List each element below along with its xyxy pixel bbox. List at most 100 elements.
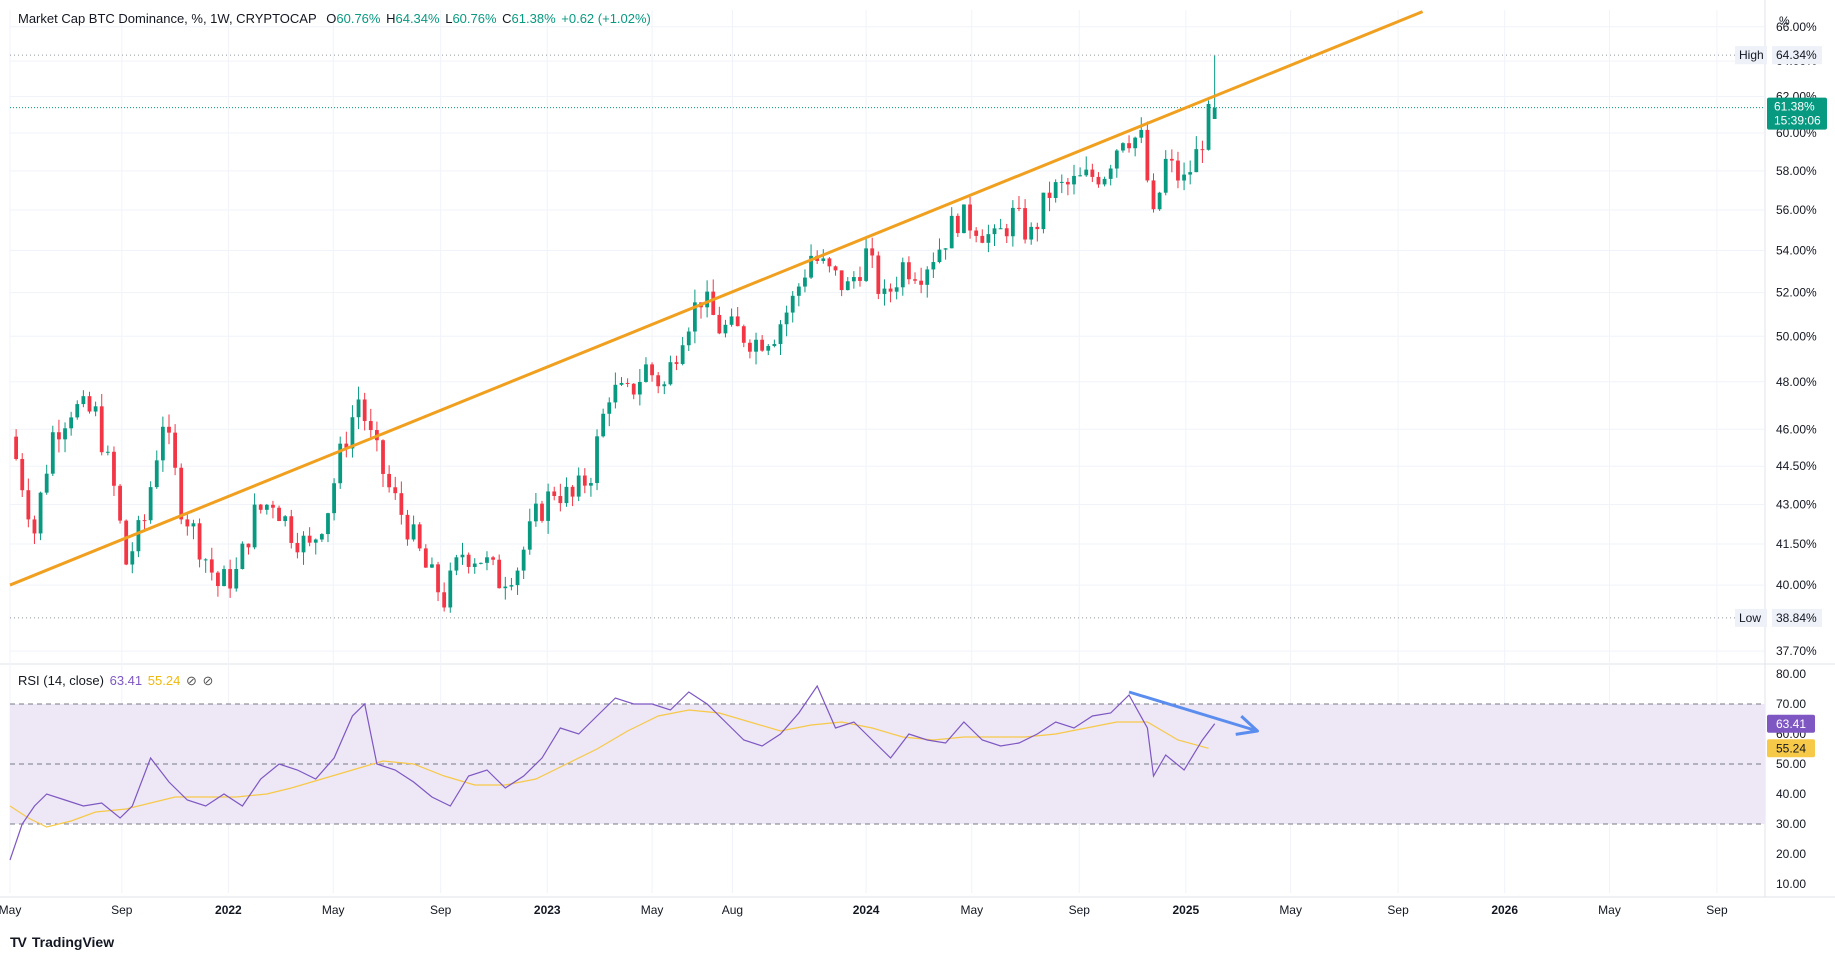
candle-body[interactable] (240, 543, 245, 569)
candle-body[interactable] (613, 384, 618, 403)
candle-body[interactable] (442, 592, 447, 608)
candle-body[interactable] (313, 539, 318, 543)
candle-body[interactable] (748, 342, 752, 352)
candle-body[interactable] (222, 569, 226, 587)
candle-body[interactable] (607, 402, 612, 414)
price-pane[interactable] (9, 10, 1765, 619)
candle-body[interactable] (1139, 129, 1144, 138)
candle-body[interactable] (1176, 160, 1180, 181)
candle-body[interactable] (356, 399, 361, 418)
candle-body[interactable] (411, 524, 416, 540)
candle-body[interactable] (894, 287, 899, 292)
candle-body[interactable] (50, 432, 55, 474)
candle-body[interactable] (99, 406, 104, 453)
candle-body[interactable] (974, 230, 979, 236)
candle-body[interactable] (173, 432, 178, 468)
candle-body[interactable] (888, 288, 893, 292)
candle-body[interactable] (674, 362, 679, 364)
candle-body[interactable] (949, 215, 954, 249)
candle-body[interactable] (1059, 181, 1064, 183)
divergence-arrow-shaft[interactable] (1128, 690, 1258, 733)
candle-body[interactable] (919, 280, 924, 285)
candle-body[interactable] (1108, 168, 1113, 179)
candle-body[interactable] (154, 460, 159, 488)
divergence-arrow-head[interactable] (1235, 714, 1259, 736)
candle-body[interactable] (1023, 208, 1027, 240)
candle-body[interactable] (778, 324, 783, 344)
candle-body[interactable] (332, 483, 336, 514)
candle-body[interactable] (582, 475, 587, 486)
candle-body[interactable] (326, 513, 330, 535)
candle-body[interactable] (301, 535, 306, 553)
candle-body[interactable] (1169, 158, 1174, 161)
candle-body[interactable] (105, 451, 110, 453)
candle-body[interactable] (1194, 149, 1199, 173)
candle-body[interactable] (955, 215, 960, 234)
candle-body[interactable] (295, 542, 300, 553)
candle-body[interactable] (26, 490, 31, 520)
candle-body[interactable] (14, 436, 19, 460)
candle-body[interactable] (160, 426, 165, 461)
candle-body[interactable] (1182, 174, 1186, 181)
candle-body[interactable] (962, 204, 966, 234)
candle-body[interactable] (796, 286, 801, 296)
candle-body[interactable] (809, 255, 813, 278)
candle-body[interactable] (913, 279, 917, 281)
candle-body[interactable] (1010, 207, 1015, 237)
candle-body[interactable] (75, 404, 80, 418)
candle-body[interactable] (491, 557, 495, 560)
candle-body[interactable] (760, 339, 765, 351)
candle-body[interactable] (319, 534, 324, 540)
candle-body[interactable] (992, 228, 997, 235)
candle-body[interactable] (142, 520, 147, 522)
candle-body[interactable] (1017, 207, 1021, 209)
candle-body[interactable] (405, 514, 410, 540)
candle-body[interactable] (350, 417, 355, 449)
candle-body[interactable] (1114, 150, 1119, 169)
candle-body[interactable] (423, 548, 428, 568)
candle-body[interactable] (644, 364, 648, 382)
candle-body[interactable] (754, 339, 758, 352)
candle-body[interactable] (729, 316, 734, 325)
candle-body[interactable] (1047, 192, 1052, 198)
candle-body[interactable] (521, 549, 526, 571)
candle-body[interactable] (790, 295, 795, 313)
candle-body[interactable] (20, 459, 25, 491)
candle-body[interactable] (680, 345, 685, 364)
candle-body[interactable] (277, 507, 281, 522)
candle-body[interactable] (1090, 169, 1095, 177)
candle-body[interactable] (38, 492, 43, 534)
candle-body[interactable] (228, 569, 233, 589)
candle-body[interactable] (454, 557, 459, 571)
candle-body[interactable] (662, 384, 667, 387)
candle-body[interactable] (136, 520, 141, 552)
candle-body[interactable] (821, 258, 826, 261)
candle-body[interactable] (839, 270, 844, 291)
candle-body[interactable] (968, 204, 972, 231)
candle-body[interactable] (570, 486, 575, 497)
candle-body[interactable] (619, 382, 624, 385)
trendline[interactable] (9, 10, 1424, 587)
candle-body[interactable] (717, 314, 722, 334)
candle-body[interactable] (907, 262, 911, 280)
candle-body[interactable] (130, 551, 135, 565)
candle-body[interactable] (436, 564, 440, 593)
candle-body[interactable] (527, 521, 532, 550)
candle-body[interactable] (234, 568, 239, 589)
candle-body[interactable] (766, 345, 771, 351)
candle-body[interactable] (478, 562, 483, 564)
candle-body[interactable] (271, 504, 275, 508)
candle-body[interactable] (185, 519, 190, 527)
candle-body[interactable] (1072, 175, 1076, 185)
candle-body[interactable] (1065, 181, 1070, 185)
candle-body[interactable] (381, 440, 385, 474)
candle-body[interactable] (472, 563, 477, 567)
candle-body[interactable] (1157, 192, 1162, 210)
candle-body[interactable] (124, 520, 129, 565)
candle-body[interactable] (589, 483, 593, 486)
candle-body[interactable] (803, 277, 807, 287)
candle-body[interactable] (118, 485, 122, 521)
last-price-badge[interactable] (1767, 97, 1827, 130)
candle-body[interactable] (216, 572, 220, 587)
